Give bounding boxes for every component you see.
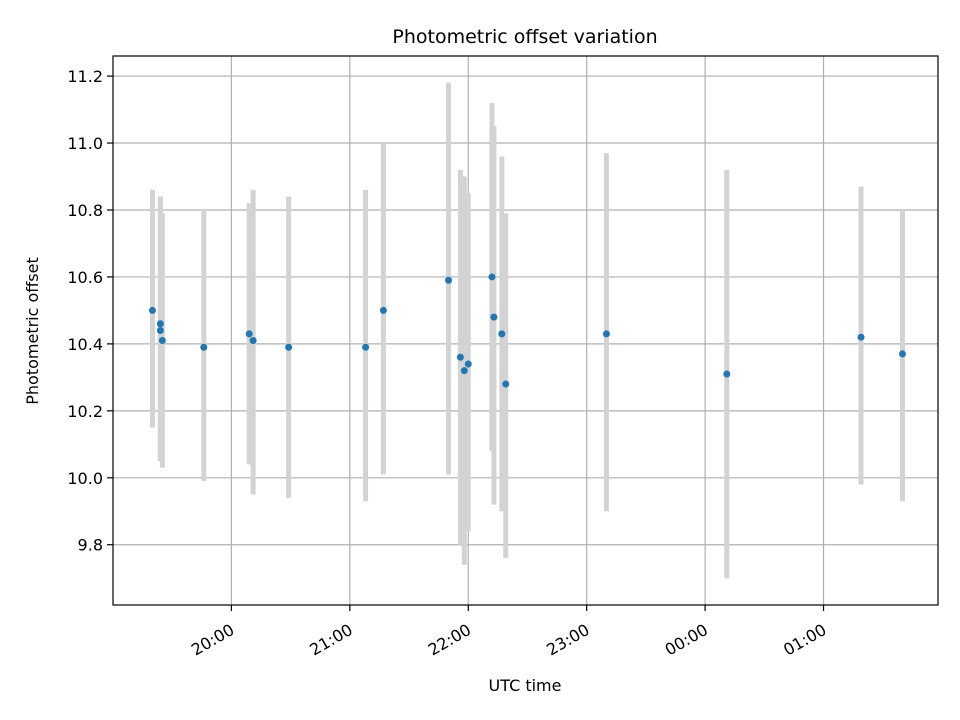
data-point <box>460 367 468 375</box>
data-point <box>502 380 510 388</box>
y-tick-label: 11.2 <box>67 67 103 86</box>
plot-frame <box>112 55 939 606</box>
chart-title: Photometric offset variation <box>392 26 657 48</box>
data-point <box>245 330 253 338</box>
data-point <box>379 306 387 314</box>
data-point <box>200 343 208 351</box>
y-tick-label: 11.0 <box>67 134 103 153</box>
y-axis-label: Photometric offset <box>23 257 42 405</box>
data-point <box>857 333 865 341</box>
y-tick-label: 10.4 <box>67 335 103 354</box>
y-tick-label: 10.0 <box>67 469 103 488</box>
data-point <box>158 337 166 345</box>
data-point <box>156 327 164 334</box>
data-point <box>456 353 464 361</box>
x-axis-label: UTC time <box>489 676 562 695</box>
data-point <box>445 276 453 284</box>
data-point <box>490 313 498 321</box>
data-point <box>362 343 370 351</box>
data-point <box>148 306 156 314</box>
y-axis-ticks: 9.8 10.0 10.2 10.4 10.6 10.8 11.0 11.2 <box>67 67 113 555</box>
data-point <box>602 330 610 338</box>
data-point <box>723 370 731 378</box>
y-tick-label: 10.8 <box>67 201 103 220</box>
data-point <box>156 320 164 328</box>
y-tick-label: 9.8 <box>78 536 103 555</box>
y-tick-label: 10.2 <box>67 402 103 421</box>
data-point <box>285 343 293 351</box>
data-point <box>498 330 506 338</box>
y-tick-label: 10.6 <box>67 268 103 287</box>
data-point <box>488 273 496 281</box>
data-points <box>148 273 906 388</box>
data-point <box>249 337 257 345</box>
data-point <box>464 360 472 368</box>
data-point <box>898 350 906 358</box>
